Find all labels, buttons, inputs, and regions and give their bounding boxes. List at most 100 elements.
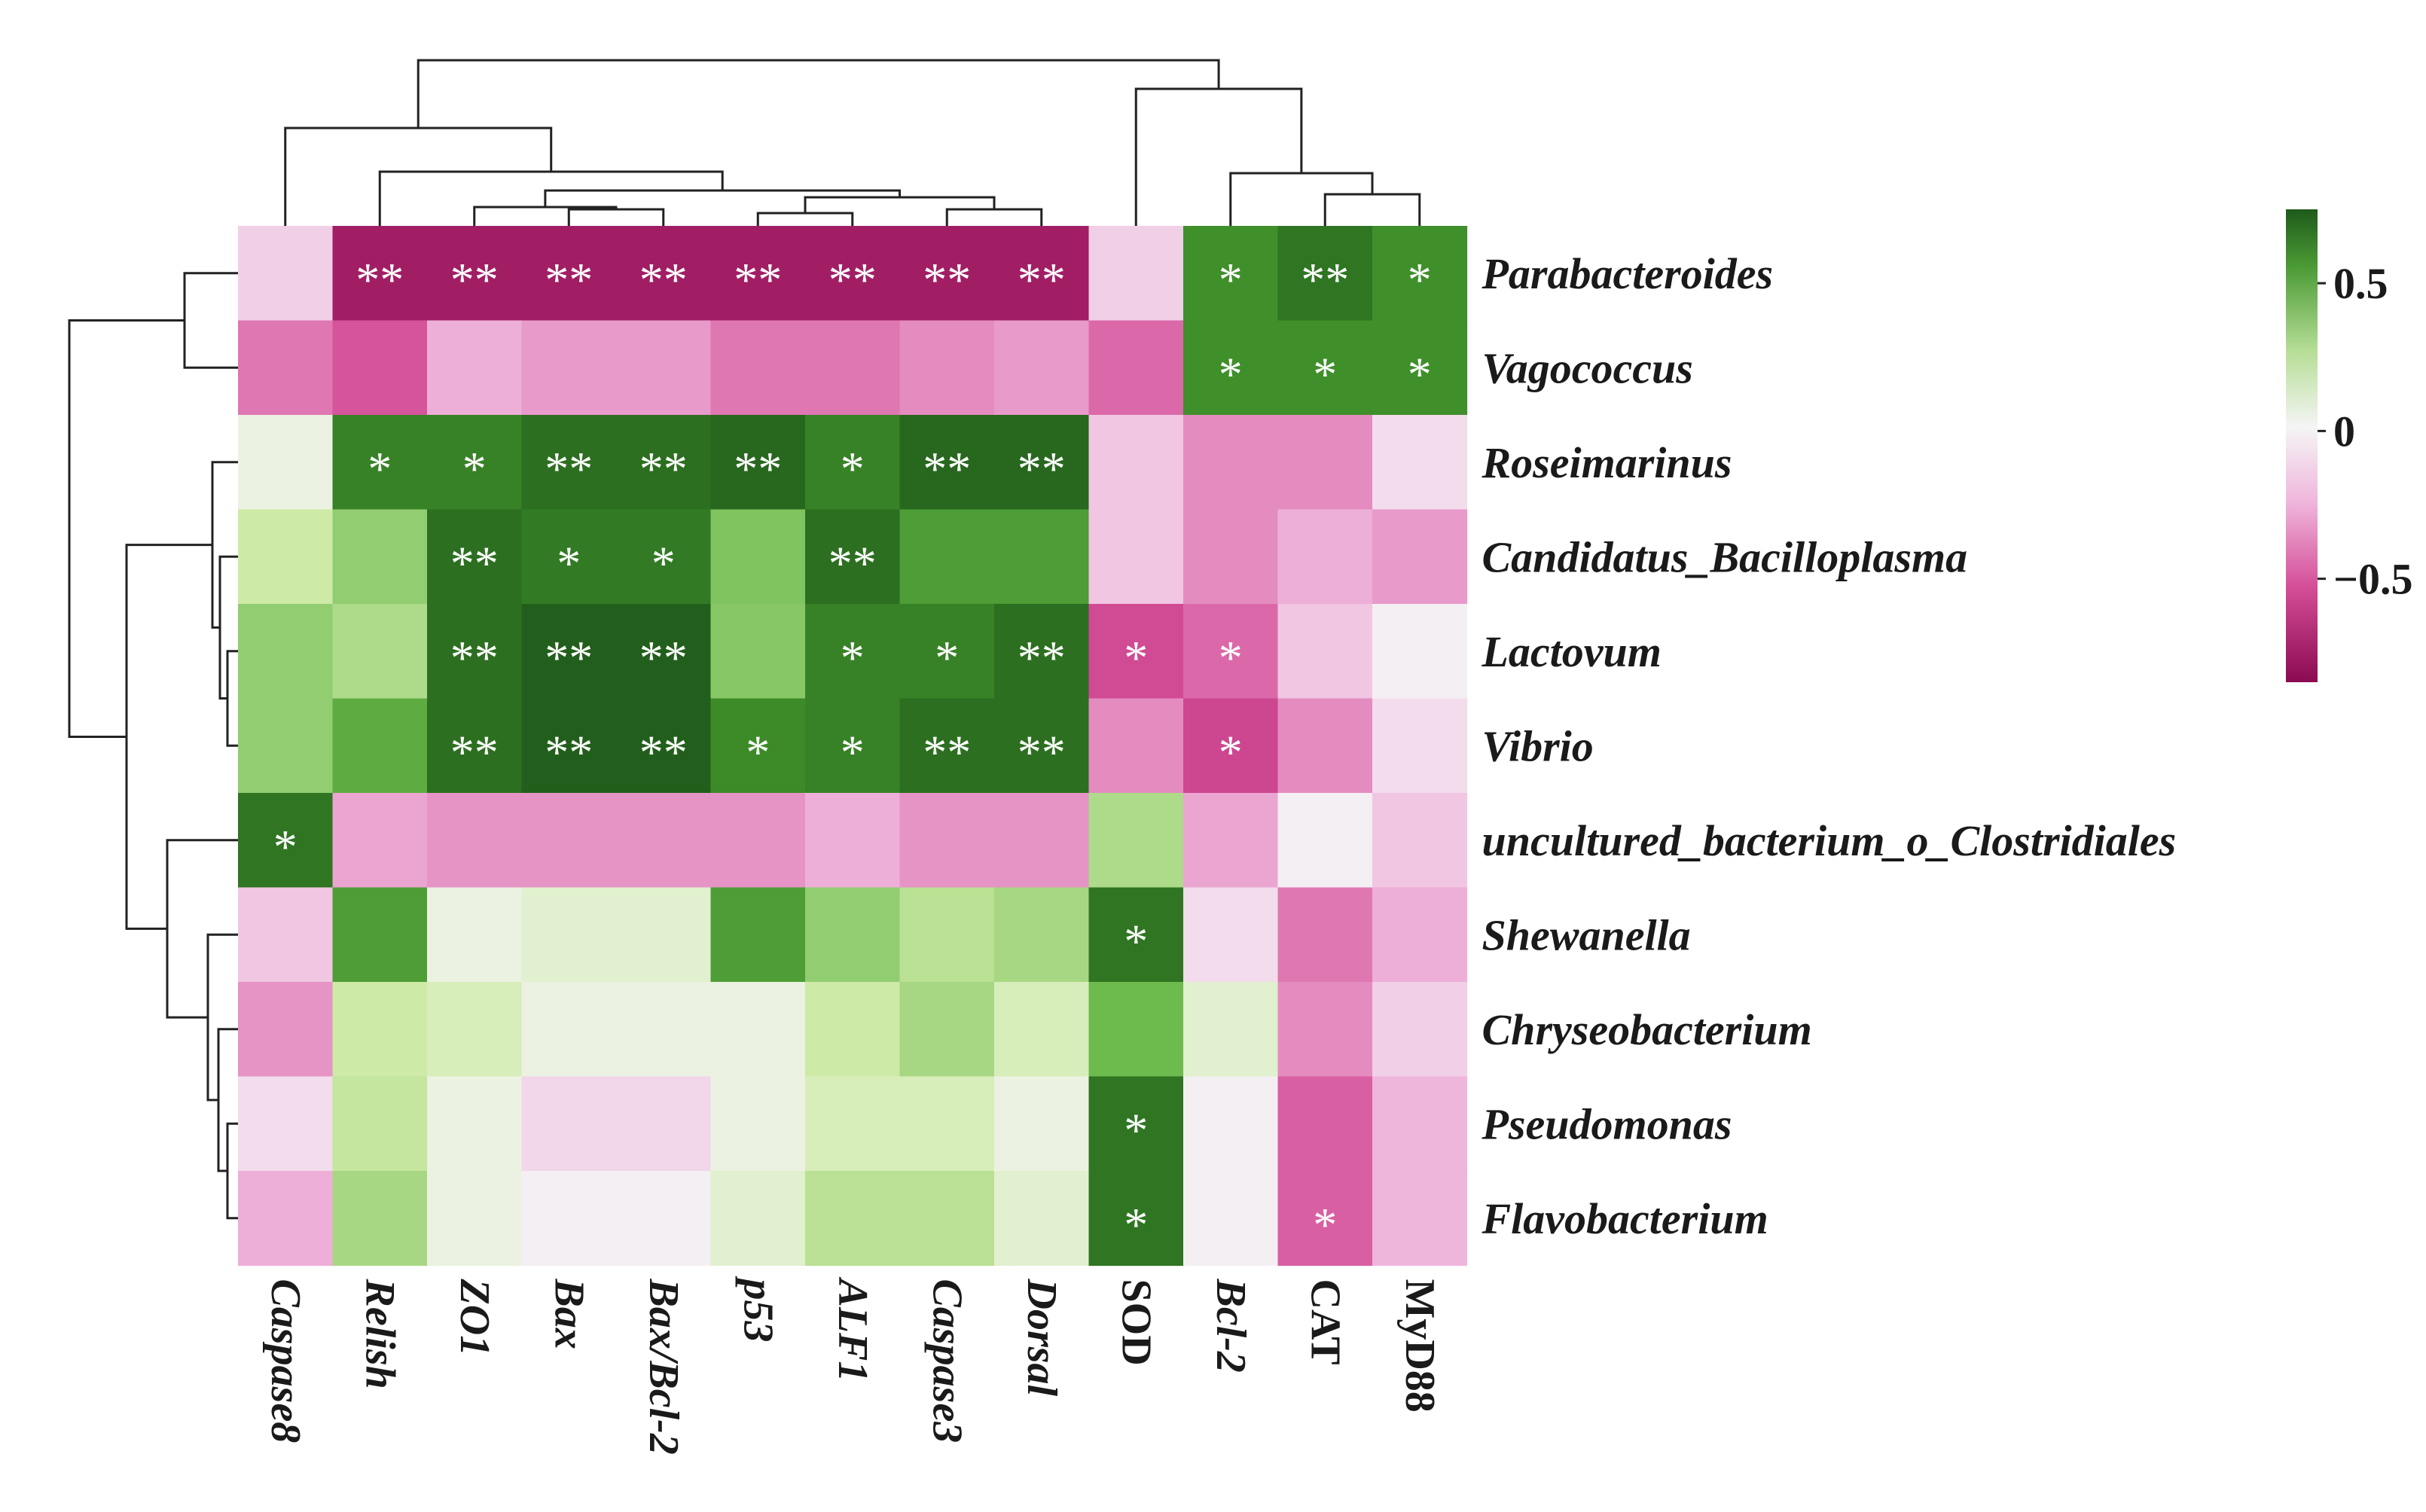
dendrogram-branch xyxy=(226,650,238,747)
heatmap-cell xyxy=(521,887,617,983)
heatmap-cell xyxy=(427,887,523,983)
significance-mark: * xyxy=(368,442,392,495)
significance-mark: ** xyxy=(450,725,499,779)
heatmap-cell xyxy=(521,415,617,511)
significance-mark: ** xyxy=(450,631,499,684)
heatmap-cell xyxy=(332,509,428,605)
heatmap-cell xyxy=(1277,982,1373,1078)
heatmap-cell xyxy=(899,982,995,1078)
heatmap-cell xyxy=(899,698,995,794)
significance-mark: * xyxy=(841,442,865,495)
heatmap-cells xyxy=(238,226,1468,1267)
row-label: Shewanella xyxy=(1482,910,1691,959)
heatmap-cell xyxy=(427,698,523,794)
column-label: CAT xyxy=(1301,1279,1348,1365)
heatmap-cell xyxy=(1372,793,1468,889)
heatmap-cell xyxy=(899,226,995,322)
heatmap-cell xyxy=(1088,887,1184,983)
heatmap-cell xyxy=(238,698,334,794)
heatmap-cell xyxy=(1372,509,1468,605)
dendrogram-branch xyxy=(544,189,901,207)
significance-mark: * xyxy=(1124,631,1148,684)
column-label: Caspase3 xyxy=(923,1279,970,1443)
heatmap-cell xyxy=(1372,982,1468,1078)
heatmap-cell xyxy=(994,698,1090,794)
significance-mark: ** xyxy=(545,253,593,306)
heatmap-cell xyxy=(238,320,334,416)
heatmap-cell xyxy=(710,982,806,1078)
heatmap-cell xyxy=(616,320,712,416)
legend-tick-label: 0 xyxy=(2333,407,2355,456)
heatmap-cell xyxy=(805,226,901,322)
row-label: Chryseobacterium xyxy=(1482,1005,1812,1054)
heatmap-cell xyxy=(521,604,617,700)
row-label: Pseudomonas xyxy=(1482,1099,1732,1148)
heatmap-cell xyxy=(238,604,334,700)
heatmap-cell xyxy=(1277,320,1373,416)
significance-mark: * xyxy=(1219,253,1243,306)
heatmap-cell xyxy=(710,1171,806,1267)
significance-mark: * xyxy=(1313,347,1337,401)
significance-mark: * xyxy=(935,631,959,684)
heatmap-cell xyxy=(899,1076,995,1172)
heatmap-cell xyxy=(994,320,1090,416)
heatmap-cell xyxy=(710,887,806,983)
significance-mark: ** xyxy=(734,442,782,495)
row-label: Parabacteroides xyxy=(1482,249,1774,298)
heatmap-cell xyxy=(332,793,428,889)
heatmap-cell xyxy=(238,1076,334,1172)
heatmap-cell xyxy=(1088,698,1184,794)
heatmap-cell xyxy=(616,226,712,322)
heatmap-cell xyxy=(616,604,712,700)
column-labels: Caspase8 Relish ZO1 Bax Bax/Bcl-2 p53 ALF1 Casp… xyxy=(262,1276,1443,1455)
significance-mark: ** xyxy=(545,631,593,684)
dendrogram-branch xyxy=(206,933,238,1102)
heatmap-cell xyxy=(1372,1171,1468,1267)
significance-mark: ** xyxy=(1018,725,1066,779)
dendrogram-branch xyxy=(166,839,238,1019)
color-legend: 0.5 0 −0.5 xyxy=(2286,209,2413,682)
dendrogram-branch xyxy=(125,544,212,930)
heatmap-cell xyxy=(1088,509,1184,605)
significance-mark: * xyxy=(1124,914,1148,968)
dendrogram-branch xyxy=(284,127,553,226)
heatmap-cell xyxy=(427,1171,523,1267)
heatmap-cell xyxy=(427,604,523,700)
heatmap-cell xyxy=(1372,226,1468,322)
heatmap-cell xyxy=(805,982,901,1078)
heatmap-cell xyxy=(616,1076,712,1172)
column-label: p53 xyxy=(734,1276,781,1343)
dendrogram-branch xyxy=(804,196,996,213)
heatmap-cell xyxy=(994,982,1090,1078)
significance-mark: ** xyxy=(923,442,971,495)
heatmap-cell xyxy=(1088,793,1184,889)
heatmap-cell xyxy=(1183,320,1279,416)
heatmap-cell xyxy=(616,509,712,605)
heatmap-cell xyxy=(1277,509,1373,605)
column-label: Bax/Bcl-2 xyxy=(640,1279,687,1455)
significance-mark: * xyxy=(462,442,487,495)
heatmap-cell xyxy=(238,415,334,511)
heatmap-cell xyxy=(994,793,1090,889)
heatmap-cell xyxy=(994,1076,1090,1172)
column-label: Bcl-2 xyxy=(1207,1279,1254,1373)
heatmap-cell xyxy=(332,698,428,794)
significance-mark: * xyxy=(1124,1103,1148,1157)
dendrogram-branch xyxy=(1229,172,1374,226)
significance-mark: ** xyxy=(923,253,971,306)
heatmap-cell xyxy=(1088,415,1184,511)
heatmap-cell xyxy=(332,982,428,1078)
heatmap-cell xyxy=(521,320,617,416)
heatmap-cell xyxy=(427,226,523,322)
legend-tick-label: −0.5 xyxy=(2333,555,2413,604)
heatmap-cell xyxy=(899,793,995,889)
heatmap-cell xyxy=(1277,887,1373,983)
significance-mark: * xyxy=(1219,631,1243,684)
heatmap-cell xyxy=(1183,226,1279,322)
row-label: Vagococcus xyxy=(1482,343,1693,392)
significance-mark: * xyxy=(1219,347,1243,401)
heatmap-cell xyxy=(332,415,428,511)
heatmap-cell xyxy=(1183,509,1279,605)
heatmap-cell xyxy=(994,226,1090,322)
heatmap-cell xyxy=(521,698,617,794)
